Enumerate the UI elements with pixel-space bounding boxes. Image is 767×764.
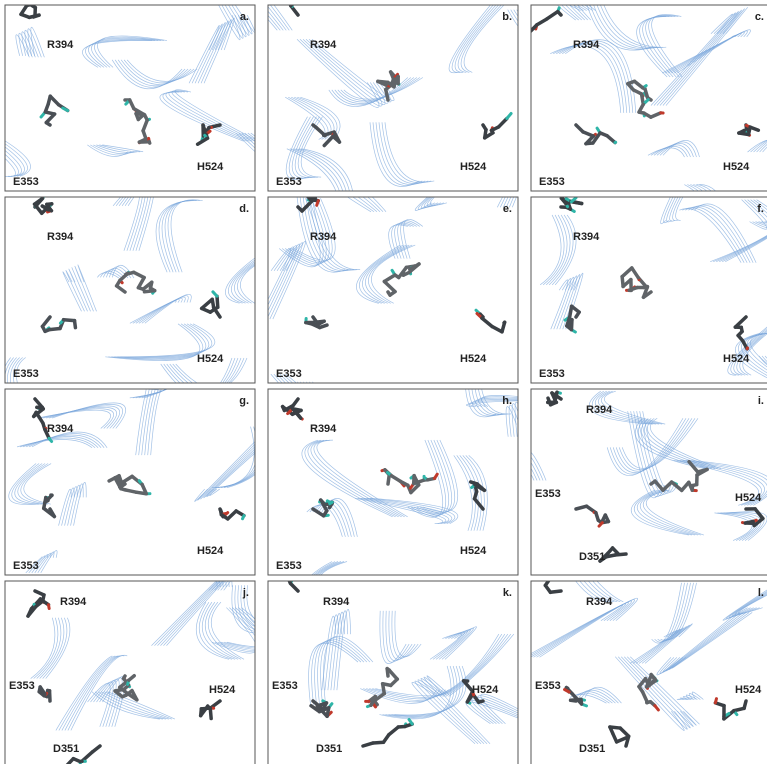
residue-label: E353 (13, 560, 39, 572)
residue-label: E353 (276, 560, 302, 572)
stick-atom (306, 194, 310, 196)
residue-label: R394 (310, 39, 337, 51)
residue-label: H524 (723, 353, 750, 365)
residue-label: E353 (535, 680, 561, 692)
residue-label: D351 (579, 743, 605, 755)
stick-atom (49, 438, 52, 441)
stick (210, 708, 211, 718)
panel (210, 0, 565, 215)
residue-label: R394 (310, 423, 337, 435)
stick (305, 0, 312, 3)
stick-atom (243, 516, 244, 519)
panel-letter: d. (239, 203, 249, 215)
residue-label: E353 (539, 368, 565, 380)
residue-label: R394 (586, 596, 613, 608)
residue-label: E353 (272, 680, 298, 692)
residue-label: R394 (47, 39, 74, 51)
residue-label: H524 (723, 161, 750, 173)
residue-label: R394 (586, 404, 613, 416)
residue-label: E353 (276, 176, 302, 188)
stick (144, 291, 154, 292)
stick (75, 321, 76, 328)
stick (644, 287, 648, 288)
stick-atom (565, 690, 570, 692)
residue-label: D351 (53, 743, 79, 755)
figure: a. R394 E353 H524 b. R394 E353 H524 c. R394 E353 H5… (0, 0, 767, 764)
page: a. R394 E353 H524 b. R394 E353 H524 c. R394 E353 H5… (0, 0, 767, 764)
residue-label: E353 (13, 368, 39, 380)
residue-label: R394 (310, 231, 337, 243)
stick-atom (48, 605, 49, 609)
residue-label: H524 (472, 684, 499, 696)
panel-letter: e. (503, 203, 512, 215)
residue-label: E353 (9, 680, 35, 692)
panel-letter: i. (758, 395, 764, 407)
residue-label: D351 (579, 551, 605, 563)
residue-label: H524 (197, 545, 224, 557)
residue-label: E353 (535, 488, 561, 500)
stick (548, 578, 551, 579)
stick (309, 1, 312, 3)
stick-atom (330, 502, 333, 504)
panel-background (531, 581, 767, 764)
residue-label: H524 (460, 545, 487, 557)
stick (471, 482, 477, 484)
panel-letter: c. (755, 11, 764, 23)
residue-label: R394 (47, 231, 74, 243)
residue-label: R394 (47, 423, 74, 435)
residue-label: H524 (197, 353, 224, 365)
residue-label: R394 (573, 39, 600, 51)
ribbon (518, 401, 528, 437)
panel-letter: j. (242, 587, 249, 599)
panel-letter: k. (503, 587, 512, 599)
panel-letter: l. (758, 587, 764, 599)
stick (320, 325, 327, 327)
residue-label: E353 (276, 368, 302, 380)
stick-atom (526, 35, 527, 36)
stick-atom (287, 576, 288, 579)
panel (0, 0, 287, 191)
residue-label: H524 (460, 353, 487, 365)
residue-label: D351 (316, 743, 342, 755)
residue-label: R394 (323, 596, 350, 608)
panel-letter: b. (502, 11, 512, 23)
stick (34, 15, 39, 17)
panel-background (531, 389, 767, 575)
residue-label: E353 (13, 176, 39, 188)
residue-label: H524 (735, 492, 762, 504)
stick (217, 296, 218, 307)
stick (519, 36, 526, 42)
panel-letter: f. (757, 203, 764, 215)
residue-label: E353 (539, 176, 565, 188)
residue-label: H524 (460, 161, 487, 173)
stick (504, 322, 505, 323)
panel-letter: h. (502, 395, 512, 407)
residue-label: H524 (735, 684, 762, 696)
residue-label: R394 (573, 231, 600, 243)
panel-letter: g. (239, 395, 249, 407)
stick-atom (715, 699, 716, 703)
residue-label: H524 (209, 684, 236, 696)
stick-atom (527, 562, 530, 563)
panel (5, 383, 282, 575)
ribbon (521, 399, 531, 437)
panel-letter: a. (240, 11, 249, 23)
residue-label: H524 (197, 161, 224, 173)
stick-atom (317, 201, 319, 206)
stick (548, 398, 551, 405)
residue-label: R394 (60, 596, 87, 608)
